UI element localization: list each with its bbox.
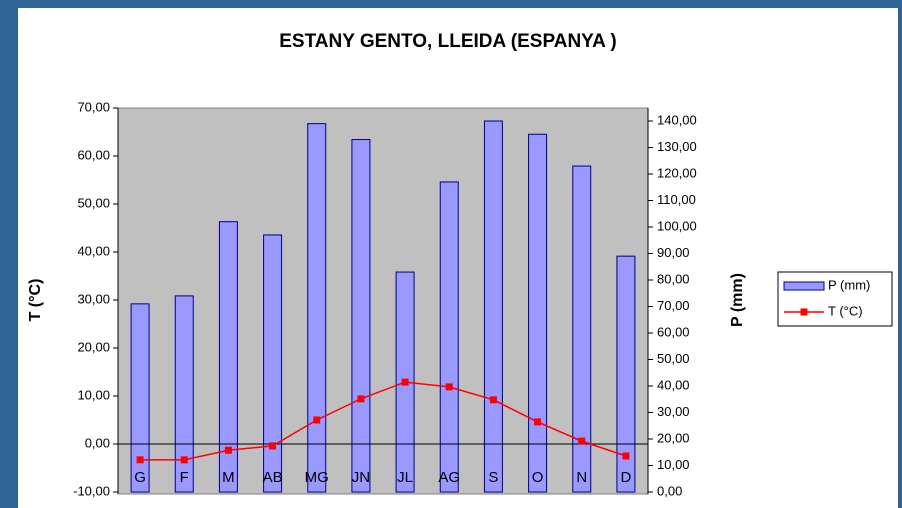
- bar: [439, 181, 459, 493]
- marker: [622, 452, 630, 460]
- bar: [572, 165, 592, 493]
- y-tick-label: 0,00: [85, 435, 110, 450]
- x-tick-label: MG: [305, 469, 329, 486]
- y2-tick-label: 30,00: [657, 404, 690, 419]
- y2-tick-label: 0,00: [657, 483, 682, 498]
- x-tick-label: N: [576, 469, 587, 486]
- y2-tick-label: 20,00: [657, 430, 690, 445]
- x-tick-label: F: [180, 469, 189, 486]
- y-tick-label: 30,00: [77, 291, 110, 306]
- y-tick-label: 40,00: [77, 243, 110, 258]
- y2-tick-label: 60,00: [657, 324, 690, 339]
- x-tick-label: AG: [438, 469, 460, 486]
- bar: [307, 123, 327, 493]
- x-tick-label: S: [488, 469, 498, 486]
- y-tick-label: 60,00: [77, 147, 110, 162]
- y2-tick-label: 70,00: [657, 298, 690, 313]
- legend-label: T (°C): [828, 303, 863, 318]
- x-tick-label: D: [620, 469, 631, 486]
- bar: [528, 133, 548, 493]
- marker: [445, 383, 453, 391]
- bar: [130, 303, 150, 493]
- marker: [136, 456, 144, 464]
- marker: [180, 456, 188, 464]
- bar: [616, 255, 636, 493]
- y-tick-label: 20,00: [77, 339, 110, 354]
- legend-marker: [800, 308, 808, 316]
- line: [140, 381, 627, 461]
- bar: [174, 295, 194, 493]
- y-tick-label: 10,00: [77, 387, 110, 402]
- y2-tick-label: 10,00: [657, 457, 690, 472]
- y2-tick-label: 110,00: [657, 192, 696, 207]
- y-tick-label: 70,00: [77, 99, 110, 114]
- y-tick-label: 50,00: [77, 195, 110, 210]
- y2-tick-label: 90,00: [657, 245, 690, 260]
- marker: [401, 378, 409, 386]
- y2-tick-label: 100,00: [657, 218, 697, 233]
- y-axis-title: T (°C): [27, 279, 44, 322]
- legend-label: P (mm): [828, 277, 870, 292]
- marker: [224, 446, 232, 454]
- plot-area: [117, 107, 649, 495]
- marker: [313, 416, 321, 424]
- bar: [263, 234, 283, 493]
- marker: [269, 442, 277, 450]
- marker: [357, 395, 365, 403]
- y-tick-label: -10,00: [73, 483, 110, 498]
- y2-tick-label: 80,00: [657, 271, 690, 286]
- marker: [578, 437, 586, 445]
- x-tick-label: M: [222, 469, 235, 486]
- legend-swatch: [783, 281, 825, 291]
- marker: [534, 418, 542, 426]
- bar: [218, 221, 238, 493]
- y2-tick-label: 120,00: [657, 165, 697, 180]
- bar: [483, 120, 503, 493]
- x-tick-label: JL: [397, 469, 413, 486]
- y2-tick-label: 130,00: [657, 139, 697, 154]
- marker: [489, 396, 497, 404]
- y2-tick-label: 140,00: [657, 112, 697, 127]
- x-tick-label: AB: [263, 469, 283, 486]
- y2-axis-title: P (mm): [729, 273, 746, 327]
- legend: [777, 271, 893, 327]
- x-tick-label: G: [134, 469, 146, 486]
- y2-tick-label: 40,00: [657, 377, 690, 392]
- y2-tick-label: 50,00: [657, 351, 690, 366]
- bar: [351, 139, 371, 493]
- x-tick-label: O: [532, 469, 544, 486]
- chart-title: ESTANY GENTO, LLEIDA (ESPANYA ): [279, 31, 616, 52]
- x-tick-label: JN: [352, 469, 370, 486]
